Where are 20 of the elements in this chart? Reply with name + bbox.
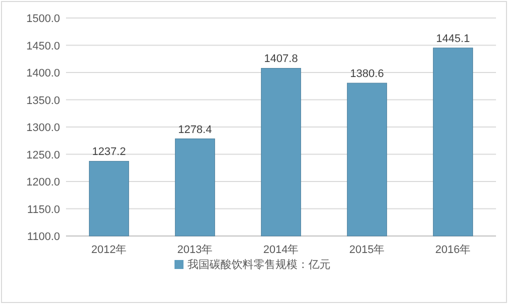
y-tick-label: 1500.0 (26, 13, 60, 25)
data-label: 1237.2 (92, 146, 126, 158)
data-label: 1380.6 (350, 68, 384, 80)
y-tick-label: 1100.0 (27, 231, 60, 243)
x-tick-label: 2016年 (435, 244, 471, 256)
legend-label: 我国碳酸饮料零售规模：亿元 (188, 258, 330, 271)
y-tick-label: 1250.0 (26, 149, 60, 162)
x-tick-label: 2012年 (91, 244, 127, 256)
data-label: 1445.1 (436, 32, 470, 45)
x-tick-label: 2014年 (263, 244, 299, 256)
y-tick-label: 1150.0 (27, 204, 60, 216)
y-tick-label: 1200.0 (26, 176, 60, 188)
y-tick-label: 1350.0 (26, 94, 60, 107)
y-tick-label: 1400.0 (26, 68, 60, 80)
data-label: 1278.4 (178, 124, 212, 136)
y-tick-label: 1300.0 (26, 122, 60, 134)
x-tick-label: 2013年 (177, 244, 213, 256)
y-tick-label: 1450.0 (26, 40, 60, 52)
x-tick-label: 2015年 (349, 244, 385, 256)
data-label: 1407.8 (264, 53, 298, 66)
